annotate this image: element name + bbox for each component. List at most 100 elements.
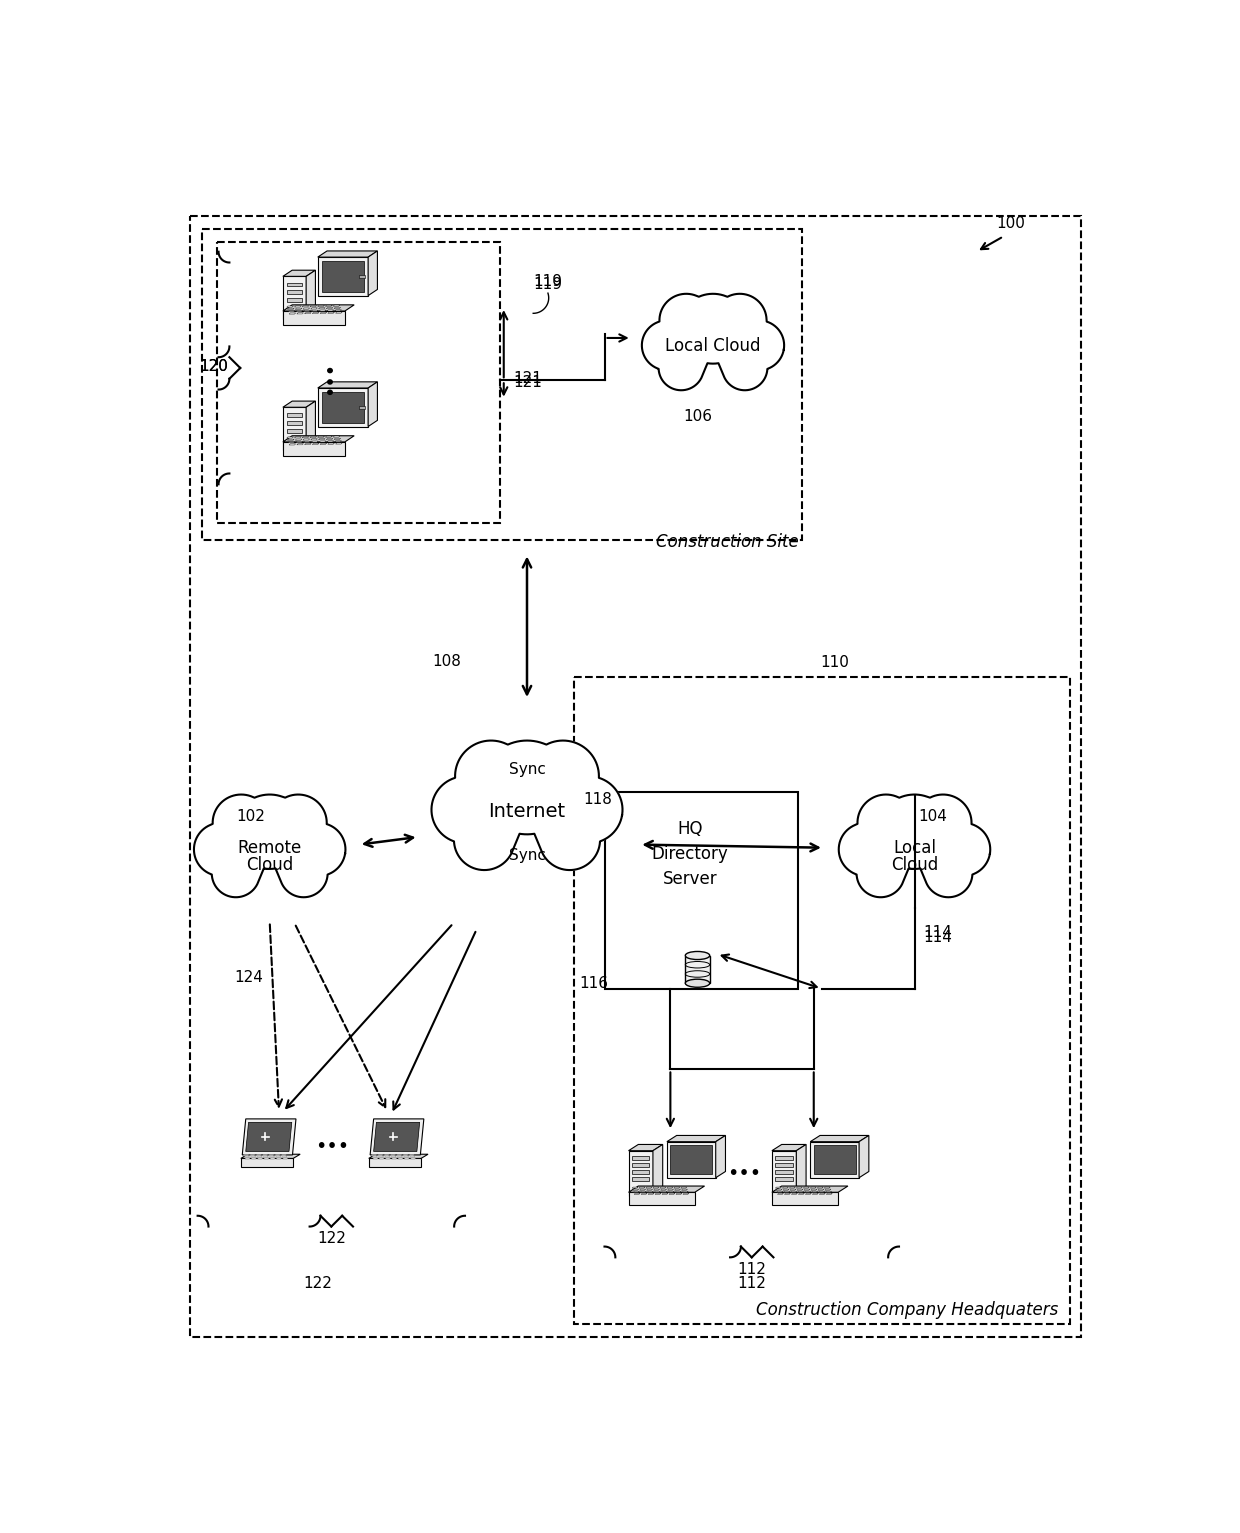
FancyBboxPatch shape (686, 955, 709, 983)
Text: 122: 122 (304, 1275, 332, 1291)
Polygon shape (283, 276, 306, 319)
Text: •••: ••• (320, 360, 339, 396)
Polygon shape (771, 1145, 806, 1151)
Polygon shape (283, 435, 355, 442)
Text: 122: 122 (317, 1231, 346, 1246)
Polygon shape (796, 1145, 806, 1196)
Text: Construction Site: Construction Site (656, 533, 799, 550)
Polygon shape (283, 408, 306, 449)
Text: 104: 104 (919, 809, 947, 825)
FancyBboxPatch shape (775, 1177, 792, 1182)
Polygon shape (838, 794, 991, 897)
Circle shape (527, 740, 599, 812)
Polygon shape (317, 388, 368, 426)
Text: 102: 102 (237, 809, 265, 825)
FancyBboxPatch shape (775, 1170, 792, 1174)
Polygon shape (317, 382, 377, 388)
Polygon shape (771, 1187, 848, 1193)
Text: •••: ••• (727, 1164, 761, 1183)
Circle shape (713, 294, 766, 346)
FancyBboxPatch shape (286, 297, 303, 302)
Polygon shape (671, 1145, 712, 1174)
FancyBboxPatch shape (286, 282, 303, 287)
FancyBboxPatch shape (465, 816, 589, 849)
Polygon shape (241, 1159, 293, 1167)
Polygon shape (306, 402, 315, 449)
Circle shape (454, 809, 515, 871)
Polygon shape (246, 1122, 291, 1151)
Polygon shape (810, 1142, 859, 1177)
Text: 119: 119 (533, 273, 562, 288)
Text: 118: 118 (584, 793, 613, 808)
Text: HQ
Directory
Server: HQ Directory Server (651, 820, 728, 888)
FancyBboxPatch shape (632, 1164, 650, 1167)
Text: Cloud: Cloud (246, 855, 294, 874)
Circle shape (734, 320, 784, 371)
Circle shape (883, 828, 946, 889)
FancyBboxPatch shape (286, 429, 303, 432)
Circle shape (232, 794, 308, 869)
Text: 112: 112 (738, 1262, 766, 1277)
Polygon shape (667, 1136, 725, 1142)
Ellipse shape (686, 980, 709, 987)
FancyBboxPatch shape (775, 1156, 792, 1160)
Polygon shape (715, 1136, 725, 1177)
Circle shape (556, 776, 622, 843)
Polygon shape (771, 1193, 838, 1205)
Text: •••: ••• (315, 1137, 348, 1156)
Text: Sync: Sync (508, 848, 546, 863)
Polygon shape (193, 794, 346, 897)
Circle shape (936, 823, 991, 875)
Polygon shape (321, 392, 365, 423)
Text: 114: 114 (924, 929, 952, 944)
Polygon shape (242, 1119, 296, 1154)
Polygon shape (283, 442, 345, 455)
Polygon shape (368, 1159, 422, 1167)
Polygon shape (317, 258, 368, 296)
Circle shape (858, 794, 915, 851)
Circle shape (432, 776, 498, 843)
Polygon shape (373, 1122, 419, 1151)
Text: 110: 110 (820, 656, 849, 670)
Text: 124: 124 (234, 969, 263, 984)
Circle shape (678, 294, 748, 363)
Polygon shape (859, 1136, 869, 1177)
Polygon shape (810, 1136, 869, 1142)
Text: 121: 121 (513, 371, 542, 386)
FancyBboxPatch shape (286, 422, 303, 425)
Ellipse shape (686, 952, 709, 960)
FancyBboxPatch shape (632, 1177, 650, 1182)
Polygon shape (283, 402, 315, 408)
Polygon shape (321, 261, 365, 291)
FancyBboxPatch shape (221, 854, 319, 880)
Polygon shape (283, 311, 345, 325)
Circle shape (279, 849, 327, 897)
Polygon shape (771, 1151, 796, 1196)
FancyBboxPatch shape (632, 1156, 650, 1160)
Text: 100: 100 (996, 216, 1024, 231)
Circle shape (455, 740, 527, 812)
Polygon shape (629, 1151, 653, 1196)
Text: Cloud: Cloud (890, 855, 939, 874)
Polygon shape (306, 270, 315, 319)
Text: 108: 108 (433, 655, 461, 668)
FancyBboxPatch shape (667, 350, 759, 374)
Circle shape (480, 740, 574, 834)
Circle shape (270, 794, 327, 851)
FancyBboxPatch shape (632, 1170, 650, 1174)
Circle shape (193, 823, 248, 875)
Text: 120: 120 (200, 359, 228, 374)
Text: Local Cloud: Local Cloud (665, 337, 761, 354)
Polygon shape (370, 1119, 424, 1154)
FancyBboxPatch shape (286, 290, 303, 294)
Polygon shape (283, 270, 315, 276)
Polygon shape (642, 294, 784, 391)
Polygon shape (432, 740, 622, 871)
Text: 112: 112 (738, 1275, 766, 1291)
FancyBboxPatch shape (775, 1164, 792, 1167)
Circle shape (683, 325, 743, 383)
Polygon shape (317, 251, 377, 258)
Circle shape (838, 823, 893, 875)
Polygon shape (629, 1187, 704, 1193)
Circle shape (924, 849, 972, 897)
